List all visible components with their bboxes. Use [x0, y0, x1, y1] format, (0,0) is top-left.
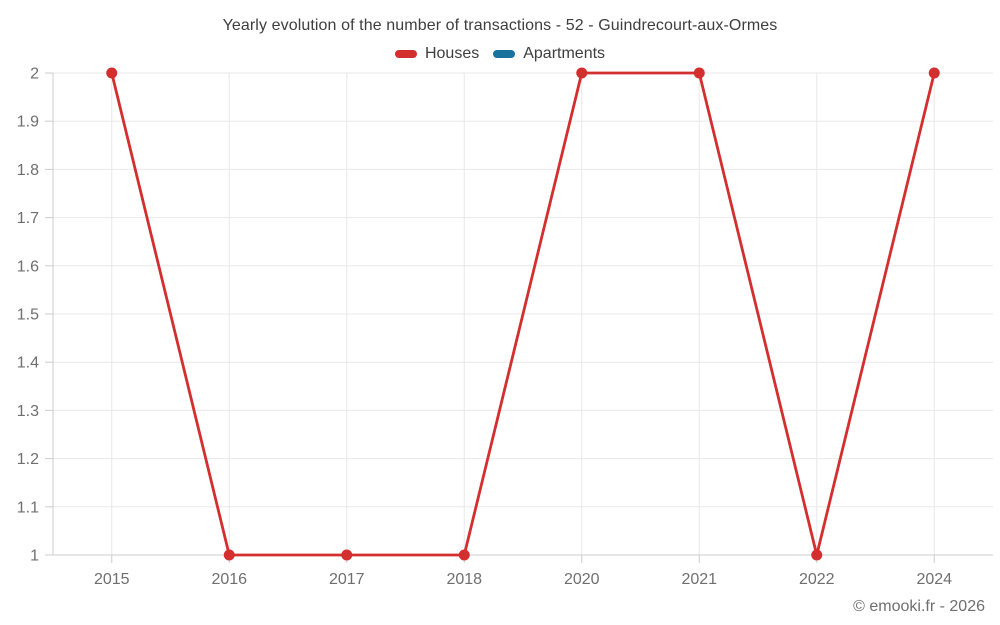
x-tick-label: 2018 [446, 571, 482, 588]
houses-data-point[interactable] [106, 67, 118, 79]
x-tick-label: 2022 [799, 571, 835, 588]
chart-title: Yearly evolution of the number of transa… [222, 17, 778, 34]
y-tick-label: 1.9 [17, 114, 39, 131]
houses-data-point[interactable] [576, 67, 588, 79]
houses-data-point[interactable] [693, 67, 705, 79]
y-tick-label: 1.2 [17, 451, 39, 468]
apartments-legend-swatch-icon [493, 50, 516, 58]
houses-legend-swatch-icon [394, 50, 417, 58]
y-tick-label: 1.6 [17, 258, 39, 275]
y-tick-label: 2 [30, 66, 39, 83]
copyright-footer: © emooki.fr - 2026 [853, 598, 985, 615]
x-tick-label: 2017 [329, 571, 365, 588]
y-tick-label: 1.3 [17, 403, 39, 420]
houses-data-point[interactable] [341, 549, 353, 561]
houses-data-point[interactable] [223, 549, 235, 561]
houses-data-point[interactable] [811, 549, 823, 561]
x-tick-label: 2024 [916, 571, 952, 588]
houses-line [110, 71, 936, 557]
y-tick-label: 1.5 [17, 307, 39, 324]
y-tick-label: 1.4 [17, 355, 39, 372]
x-tick-label: 2015 [94, 571, 130, 588]
y-tick-label: 1.1 [17, 499, 39, 516]
legend: Houses Apartments [0, 45, 1000, 63]
houses-data-point[interactable] [928, 67, 940, 79]
y-tick-label: 1 [30, 548, 39, 565]
legend-label-houses: Houses [424, 45, 480, 62]
y-tick-label: 1.7 [17, 210, 39, 227]
legend-label-apartments: Apartments [523, 45, 606, 62]
legend-item-apartments[interactable]: Apartments [493, 45, 605, 63]
legend-item-houses[interactable]: Houses [394, 45, 480, 63]
x-tick-label: 2021 [681, 571, 717, 588]
x-tick-label: 2020 [564, 571, 600, 588]
houses-data-point[interactable] [458, 549, 470, 561]
y-tick-label: 1.8 [17, 162, 39, 179]
x-tick-label: 2016 [211, 571, 247, 588]
